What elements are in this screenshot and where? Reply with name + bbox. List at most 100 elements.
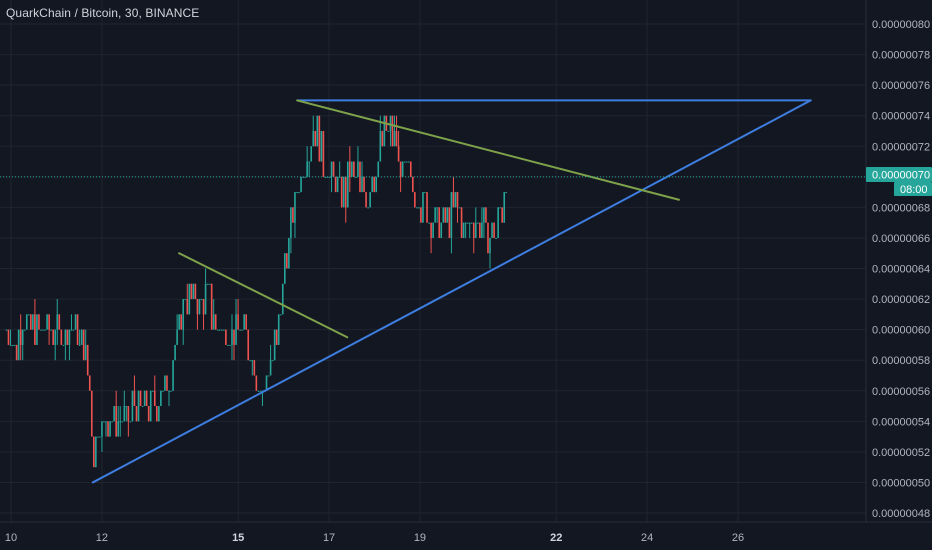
candle-body xyxy=(470,222,473,224)
price-tick-label: 0.00000058 xyxy=(872,355,930,367)
candle-body xyxy=(229,344,231,346)
candle-body xyxy=(448,207,451,238)
candle-body xyxy=(123,406,126,422)
candle-body xyxy=(377,161,380,177)
candle-body xyxy=(30,314,32,330)
price-tick-label: 0.00000072 xyxy=(872,141,930,153)
date-tick-label: 26 xyxy=(732,532,744,544)
candle-body xyxy=(407,161,410,163)
candle-body xyxy=(416,207,418,209)
candle-body xyxy=(298,192,300,194)
candle-body xyxy=(353,161,355,177)
candle-body xyxy=(296,192,298,194)
price-axis[interactable] xyxy=(866,0,932,550)
candle-body xyxy=(147,406,150,422)
countdown-badge-bg xyxy=(894,182,932,196)
candle-body xyxy=(76,314,79,345)
candle-body xyxy=(218,329,221,331)
date-tick-label: 12 xyxy=(96,532,108,544)
candle-body xyxy=(113,406,115,422)
candle-body xyxy=(316,115,319,147)
candle-body xyxy=(151,390,154,392)
candle-body xyxy=(200,299,203,301)
date-tick-label: 22 xyxy=(550,532,562,544)
candle-body xyxy=(432,222,434,238)
candle-body xyxy=(245,314,248,330)
trendline-3[interactable] xyxy=(178,252,349,339)
time-axis-labels: 10 12 15 17 19 22 24 26 xyxy=(5,532,744,544)
candle-body xyxy=(361,176,363,193)
candle-body xyxy=(180,314,182,330)
candle-body xyxy=(178,314,180,330)
candle-body xyxy=(371,176,373,193)
candle-body xyxy=(214,314,217,330)
price-tick-label: 0.00000076 xyxy=(872,80,930,92)
candle-body xyxy=(164,375,166,391)
candle-body xyxy=(359,161,361,193)
candle-body xyxy=(369,192,371,208)
candle-body xyxy=(312,130,315,147)
candle-body xyxy=(367,207,369,209)
date-tick-label: 17 xyxy=(323,532,335,544)
candle-body xyxy=(444,207,447,223)
candle-body xyxy=(50,329,52,331)
candle-body xyxy=(288,237,290,269)
candle-body xyxy=(28,314,30,316)
candle-body xyxy=(253,360,256,376)
price-tick-label: 0.00000060 xyxy=(872,325,930,337)
candle-body xyxy=(373,176,376,193)
candle-body xyxy=(158,406,160,422)
candle-body xyxy=(25,314,28,330)
candle-body xyxy=(389,115,392,131)
candle-body xyxy=(438,207,441,238)
candle-body xyxy=(66,329,69,345)
candle-body xyxy=(11,344,14,346)
candle-body xyxy=(351,161,353,177)
candle-body xyxy=(109,421,111,437)
trendlines[interactable] xyxy=(91,99,812,484)
candle-body xyxy=(137,390,140,422)
candle-body xyxy=(72,329,75,331)
candle-body xyxy=(249,360,252,362)
candle-body xyxy=(17,329,20,361)
candle-body xyxy=(424,192,426,194)
candle-body xyxy=(292,207,294,223)
candle-body xyxy=(139,390,142,407)
trendline-0[interactable] xyxy=(91,99,812,484)
candle-body xyxy=(472,222,475,238)
candle-body xyxy=(172,360,174,391)
candle-body xyxy=(97,436,99,438)
candle-body xyxy=(93,436,95,468)
candle-body xyxy=(194,283,197,300)
candle-body xyxy=(212,314,215,330)
candle-body xyxy=(450,192,453,238)
time-axis[interactable] xyxy=(0,522,866,550)
candle-body xyxy=(422,192,424,223)
candle-body xyxy=(127,406,130,422)
candle-body xyxy=(294,192,296,223)
candle-body xyxy=(86,344,89,376)
candle-body xyxy=(231,329,233,345)
candle-body xyxy=(208,283,211,285)
trendline-2[interactable] xyxy=(296,99,680,201)
candle-body xyxy=(233,329,235,345)
candle-body xyxy=(42,329,44,331)
candle-body xyxy=(481,222,483,238)
candle-body xyxy=(412,176,414,193)
candle-body xyxy=(381,130,384,147)
candle-body xyxy=(379,130,382,162)
candle-body xyxy=(206,283,209,285)
candle-body xyxy=(166,375,168,391)
candle-body xyxy=(430,222,432,238)
candle-body xyxy=(357,161,359,177)
candle-body xyxy=(192,283,195,300)
candle-body xyxy=(322,130,325,177)
candle-body xyxy=(479,222,481,238)
candle-body xyxy=(503,192,506,223)
candle-body xyxy=(7,329,10,345)
candle-body xyxy=(38,314,40,330)
candle-body xyxy=(190,283,193,300)
candle-body xyxy=(196,299,199,315)
